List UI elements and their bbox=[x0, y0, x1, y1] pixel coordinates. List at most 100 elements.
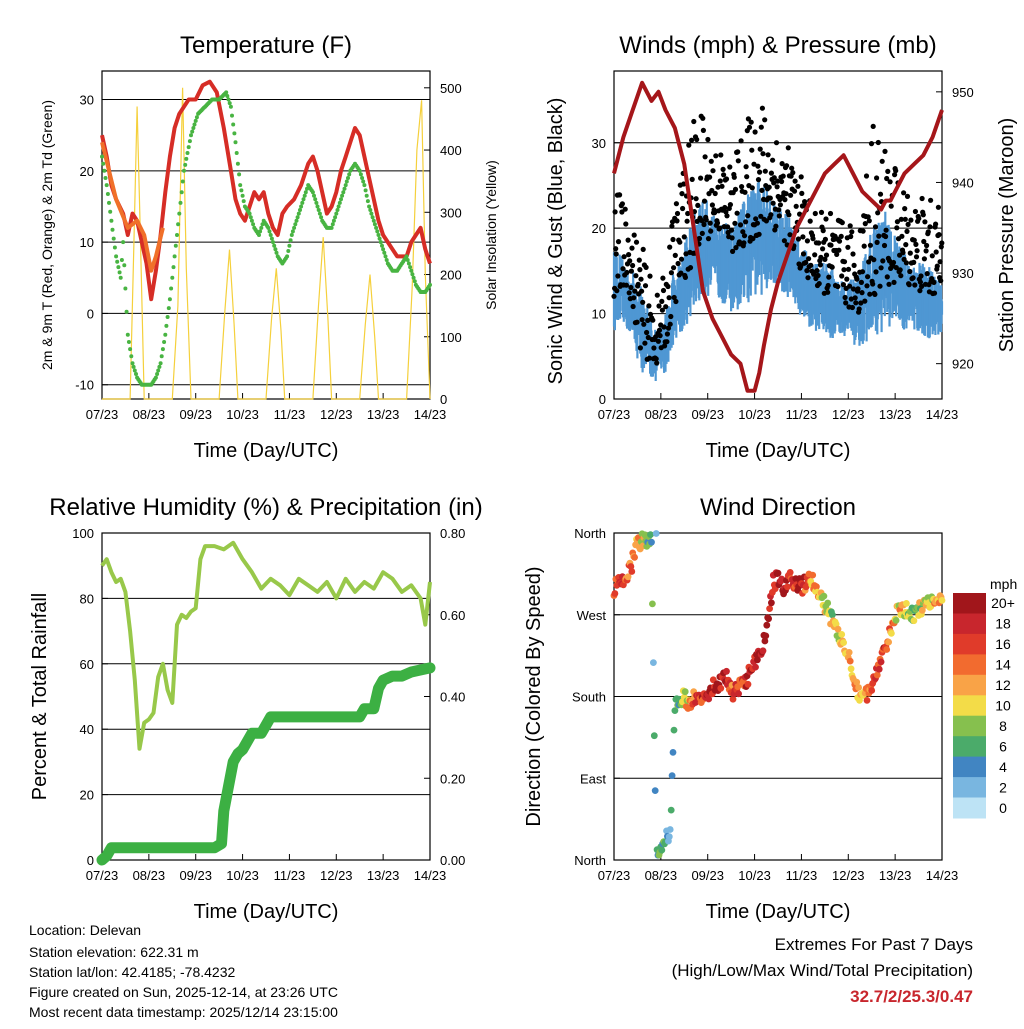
gust-point bbox=[707, 220, 713, 226]
gust-point bbox=[928, 197, 934, 203]
gust-point bbox=[897, 267, 903, 273]
gust-point bbox=[855, 286, 861, 292]
direction-point bbox=[765, 615, 772, 623]
station-elevation: Station elevation: 622.31 m bbox=[29, 944, 199, 960]
direction-point bbox=[863, 697, 871, 704]
dewpoint-point bbox=[187, 139, 192, 144]
figure-created: Figure created on Sun, 2025-12-14, at 23… bbox=[29, 984, 338, 1000]
y-axis-label: Percent & Total Rainfall bbox=[29, 593, 51, 801]
gust-point bbox=[767, 195, 773, 201]
gust-point bbox=[723, 176, 730, 182]
y-axis-label: Sonic Wind & Gust (Blue, Black) bbox=[545, 98, 567, 385]
dewpoint-point bbox=[241, 199, 246, 204]
gust-point bbox=[654, 292, 660, 298]
gust-point bbox=[875, 210, 881, 216]
gust-point bbox=[739, 184, 745, 190]
x-tick-label: 13/23 bbox=[879, 407, 912, 422]
legend-swatch bbox=[953, 695, 986, 717]
gust-point bbox=[882, 148, 888, 154]
gust-point bbox=[937, 259, 943, 265]
gust-point bbox=[675, 260, 681, 267]
dewpoint-point bbox=[378, 240, 383, 245]
gust-point bbox=[788, 192, 794, 198]
gust-point bbox=[680, 205, 686, 212]
dewpoint-point bbox=[240, 193, 245, 198]
dewpoint-point bbox=[409, 268, 414, 273]
y2-tick-label: 300 bbox=[440, 205, 462, 220]
gust-point bbox=[646, 303, 652, 309]
dewpoint-point bbox=[190, 129, 195, 134]
x-tick-label: 09/23 bbox=[179, 868, 212, 883]
gust-point bbox=[712, 210, 718, 216]
direction-point bbox=[648, 538, 655, 546]
dewpoint-point bbox=[184, 156, 189, 161]
dewpoint-point bbox=[234, 151, 239, 155]
dewpoint-point bbox=[257, 233, 261, 237]
gust-point bbox=[651, 345, 657, 351]
gust-point bbox=[731, 174, 737, 180]
legend-title: mph bbox=[990, 576, 1017, 592]
dewpoint-point bbox=[247, 211, 252, 216]
x-tick-label: 13/23 bbox=[879, 868, 912, 883]
gust-point bbox=[640, 299, 646, 305]
gust-point bbox=[650, 317, 656, 323]
dewpoint-point bbox=[329, 225, 334, 230]
x-tick-label: 08/23 bbox=[133, 868, 166, 883]
dewpoint-point bbox=[344, 179, 349, 184]
gust-point bbox=[746, 124, 753, 130]
gust-point bbox=[891, 279, 897, 285]
gust-point bbox=[880, 258, 886, 264]
gust-point bbox=[653, 356, 659, 362]
dewpoint-point bbox=[302, 193, 307, 198]
x-tick-label: 12/23 bbox=[320, 868, 353, 883]
gust-point bbox=[782, 197, 788, 203]
gust-point bbox=[800, 234, 806, 240]
gust-point bbox=[904, 228, 910, 234]
gust-point bbox=[933, 221, 939, 227]
gust-point bbox=[633, 273, 639, 279]
gust-point bbox=[745, 213, 751, 219]
gust-point bbox=[851, 262, 857, 268]
gust-point bbox=[853, 300, 859, 306]
gust-point bbox=[822, 256, 828, 262]
gust-point bbox=[907, 250, 913, 256]
dewpoint-point bbox=[292, 225, 297, 230]
gust-point bbox=[799, 190, 805, 196]
gust-point bbox=[735, 149, 741, 155]
gust-point bbox=[903, 242, 909, 248]
x-tick-label: 11/23 bbox=[786, 868, 818, 883]
dewpoint-point bbox=[382, 250, 387, 255]
dewpoint-point bbox=[130, 361, 135, 366]
dewpoint-point bbox=[162, 340, 167, 344]
direction-point bbox=[651, 787, 659, 794]
direction-point bbox=[761, 637, 769, 645]
dewpoint-point bbox=[153, 375, 158, 380]
gust-point bbox=[677, 239, 683, 245]
dewpoint-point bbox=[371, 218, 376, 223]
gust-point bbox=[812, 210, 818, 217]
dewpoint-point bbox=[157, 364, 162, 369]
direction-point bbox=[611, 590, 619, 597]
gust-point bbox=[931, 279, 937, 285]
gust-point bbox=[683, 251, 689, 257]
gust-point bbox=[642, 340, 648, 346]
direction-point bbox=[752, 663, 759, 671]
gust-point bbox=[823, 252, 830, 258]
gust-point bbox=[665, 325, 672, 331]
dewpoint-point bbox=[183, 162, 188, 167]
chart-title: Temperature (F) bbox=[180, 32, 352, 59]
direction-point bbox=[665, 833, 673, 841]
legend-swatch bbox=[953, 613, 986, 635]
gust-point bbox=[894, 225, 900, 231]
legend-swatch bbox=[953, 736, 986, 758]
x-axis-label: Time (Day/UTC) bbox=[706, 440, 851, 462]
gust-point bbox=[908, 217, 914, 223]
gust-point bbox=[912, 208, 919, 215]
chart-3: Relative Humidity (%) & Precipitation (i… bbox=[29, 494, 483, 923]
gust-point bbox=[757, 169, 763, 175]
direction-point bbox=[667, 806, 675, 814]
gust-point bbox=[628, 268, 635, 274]
gust-point bbox=[822, 236, 829, 242]
dewpoint-point bbox=[357, 168, 362, 173]
legend-swatch bbox=[953, 756, 986, 778]
